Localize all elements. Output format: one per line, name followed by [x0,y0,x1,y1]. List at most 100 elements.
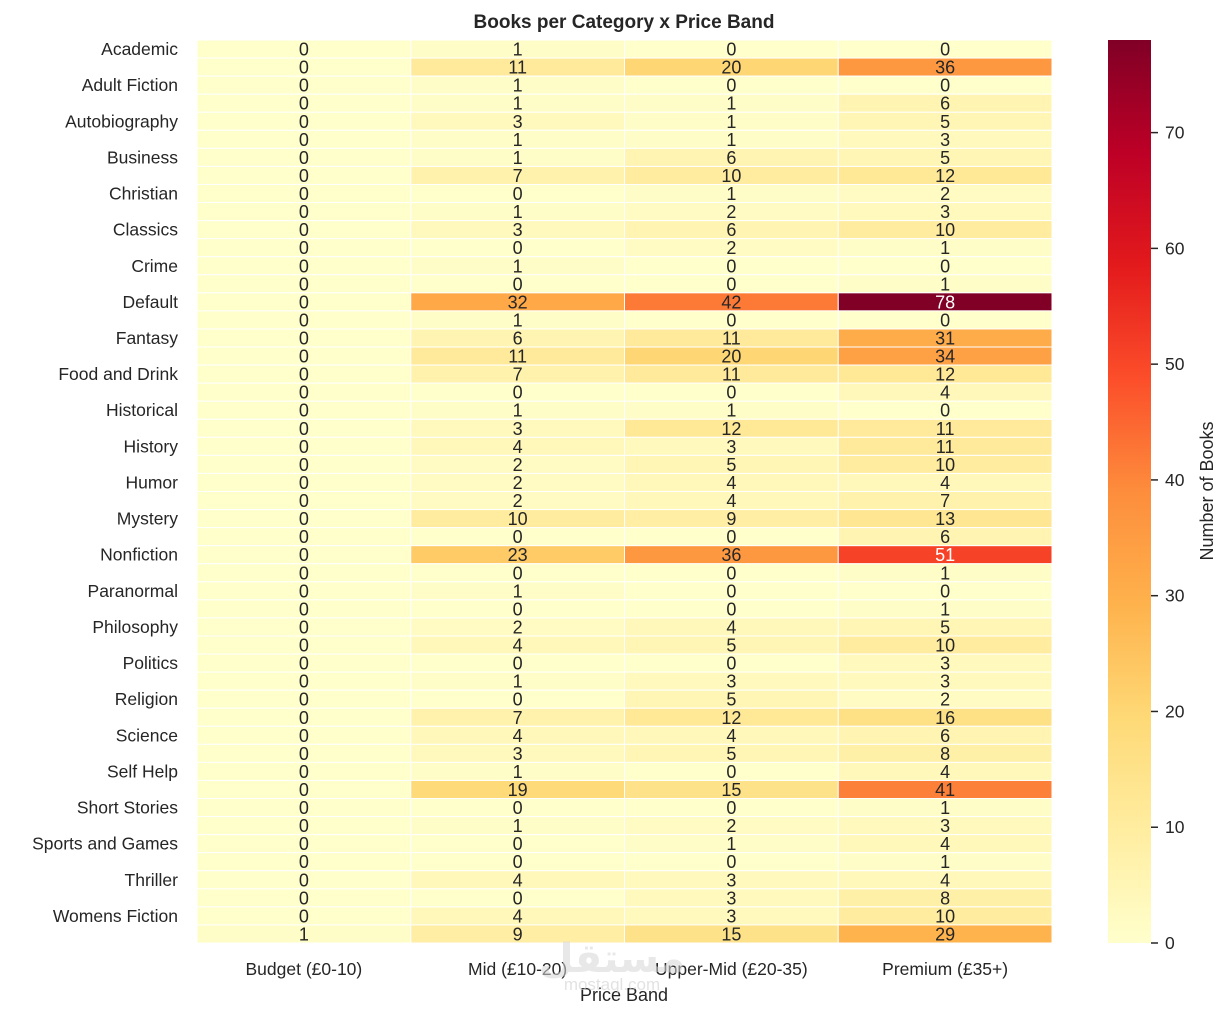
cell-value-label: 4 [726,491,736,511]
cell-value-label: 3 [940,202,950,222]
cell-value-label: 1 [513,310,523,330]
cell-value-label: 11 [508,58,527,78]
cell-value-label: 0 [299,112,309,132]
cell-value-label: 0 [513,690,523,710]
cell-value-label: 0 [299,130,309,150]
cell-value-label: 1 [513,76,523,96]
cell-value-label: 2 [726,816,736,836]
cell-value-label: 4 [513,437,523,457]
cell-value-label: 0 [940,401,950,421]
x-tick-label: Premium (£35+) [882,959,1008,979]
cell-value-label: 1 [513,816,523,836]
cell-value-label: 0 [299,617,309,637]
cell-value-label: 0 [299,473,309,493]
cell-value-label: 11 [722,328,741,348]
cell-value-label: 5 [940,148,950,168]
cell-value-label: 0 [299,292,309,312]
cell-value-label: 0 [726,563,736,583]
cell-value-label: 0 [299,581,309,601]
cell-value-label: 12 [935,365,955,385]
cell-value-label: 0 [299,419,309,439]
cell-value-label: 5 [726,636,736,656]
cell-value-label: 0 [299,491,309,511]
cell-value-label: 12 [721,708,741,728]
cell-value-label: 1 [299,924,309,944]
colorbar-tick-label: 70 [1165,123,1185,143]
cell-value-label: 12 [721,419,741,439]
cell-value-label: 0 [299,184,309,204]
colorbar-tick-label: 20 [1165,701,1185,721]
cell-value-label: 0 [299,347,309,367]
cell-value-label: 6 [940,726,950,746]
cell-value-label: 1 [726,130,736,150]
y-tick-label: Historical [106,400,178,420]
cell-value-label: 0 [726,383,736,403]
x-axis-ticks: Budget (£0-10) Mid (£10-20) Upper-Mid (£20… [246,959,1009,979]
cell-value-label: 1 [513,94,523,114]
cell-value-label: 4 [726,473,736,493]
cell-value-label: 0 [299,328,309,348]
y-tick-label: Paranormal [88,581,178,601]
cell-value-label: 0 [513,274,523,294]
cell-value-label: 0 [299,726,309,746]
cell-value-label: 0 [299,599,309,619]
cell-value-label: 0 [299,220,309,240]
cell-value-label: 0 [940,256,950,276]
cell-value-label: 2 [513,473,523,493]
cell-value-label: 1 [940,238,950,258]
cell-value-label: 7 [513,365,523,385]
cell-value-label: 10 [935,220,955,240]
cell-value-label: 3 [940,816,950,836]
cell-value-label: 0 [299,148,309,168]
cell-value-label: 0 [513,834,523,854]
y-tick-label: Default [123,292,179,312]
y-tick-label: Short Stories [77,798,178,818]
cell-value-label: 0 [299,274,309,294]
chart-title: Books per Category x Price Band [474,12,775,33]
cell-value-label: 1 [940,563,950,583]
y-tick-label: Fantasy [116,328,178,348]
colorbar [1108,40,1151,943]
cell-value-label: 0 [726,599,736,619]
y-tick-label: Womens Fiction [53,906,178,926]
cell-value-label: 9 [513,924,523,944]
cell-value-label: 0 [299,166,309,186]
cell-value-label: 8 [940,744,950,764]
cell-value-label: 0 [299,654,309,674]
cell-value-label: 0 [299,545,309,565]
x-tick-label: Budget (£0-10) [246,959,363,979]
watermark-url: mostaql.com [564,975,660,994]
cell-value-label: 1 [513,672,523,692]
cell-value-label: 0 [513,238,523,258]
cell-value-label: 2 [513,491,523,511]
cell-value-label: 0 [299,690,309,710]
cell-value-label: 5 [726,744,736,764]
cell-value-label: 5 [940,617,950,637]
cell-value-label: 5 [940,112,950,132]
cell-value-label: 0 [299,202,309,222]
cell-value-label: 4 [940,383,950,403]
cell-value-label: 3 [940,654,950,674]
cell-value-label: 4 [513,726,523,746]
cell-value-label: 2 [513,455,523,475]
cell-value-label: 0 [513,798,523,818]
cell-value-label: 5 [726,455,736,475]
cell-value-label: 7 [940,491,950,511]
cell-value-label: 2 [726,202,736,222]
colorbar-ticks: 0 10 20 30 40 50 60 70 [1151,123,1185,953]
cell-value-label: 51 [935,545,955,565]
cell-value-label: 3 [726,437,736,457]
cell-value-label: 0 [299,401,309,421]
colorbar-tick-label: 10 [1165,817,1185,837]
cell-value-label: 0 [726,256,736,276]
cell-value-label: 13 [935,509,955,529]
cell-value-label: 0 [299,58,309,78]
cell-value-label: 1 [726,184,736,204]
cell-value-label: 1 [940,798,950,818]
cell-value-label: 4 [513,870,523,890]
heatmap-cell [837,924,1053,944]
colorbar-label: Number of Books [1197,421,1217,560]
cell-value-label: 2 [726,238,736,258]
cell-value-label: 4 [940,762,950,782]
cell-value-label: 2 [513,617,523,637]
